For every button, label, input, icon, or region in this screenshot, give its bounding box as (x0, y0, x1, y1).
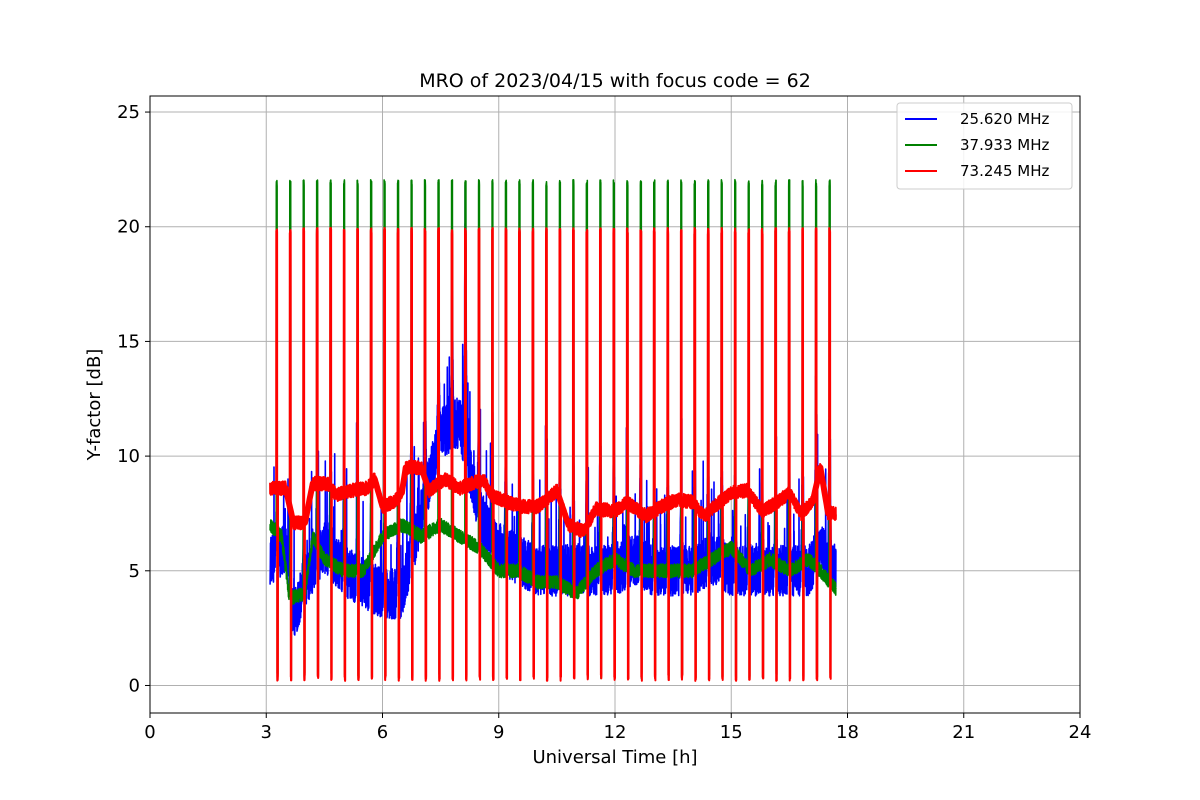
series-line-37-933-mhz (269, 178, 837, 680)
x-tick-label: 24 (1069, 722, 1092, 743)
y-tick-label: 15 (117, 331, 140, 352)
x-tick-label: 12 (604, 722, 627, 743)
series-trend-73-245-mhz (267, 464, 839, 535)
y-tick-label: 10 (117, 446, 140, 467)
x-tick-label: 3 (261, 722, 272, 743)
plot-series (267, 178, 839, 682)
y-tick-label: 0 (129, 675, 140, 696)
x-tick-label: 6 (377, 722, 388, 743)
legend-label: 25.620 MHz (960, 110, 1049, 128)
y-tick-label: 25 (117, 102, 140, 123)
x-tick-label: 0 (144, 722, 155, 743)
y-axis-ticks: 0 5 10 15 20 25 (117, 102, 150, 696)
legend-label: 73.245 MHz (960, 162, 1049, 180)
legend-box (896, 102, 1073, 190)
y-tick-label: 20 (117, 217, 140, 238)
x-tick-label: 15 (720, 722, 743, 743)
x-tick-label: 18 (836, 722, 859, 743)
legend-label: 37.933 MHz (960, 136, 1049, 154)
y-tick-label: 5 (129, 561, 140, 582)
chart-title: MRO of 2023/04/15 with focus code = 62 (419, 70, 811, 92)
y-axis-label: Y-factor [dB] (84, 349, 105, 462)
x-tick-label: 9 (493, 722, 504, 743)
x-tick-label: 21 (952, 722, 975, 743)
x-axis-ticks: 0 3 6 9 12 15 18 21 24 (144, 713, 1091, 743)
legend: 25.620 MHz 37.933 MHz 73.245 MHz (896, 102, 1073, 190)
x-axis-label: Universal Time [h] (532, 747, 697, 768)
